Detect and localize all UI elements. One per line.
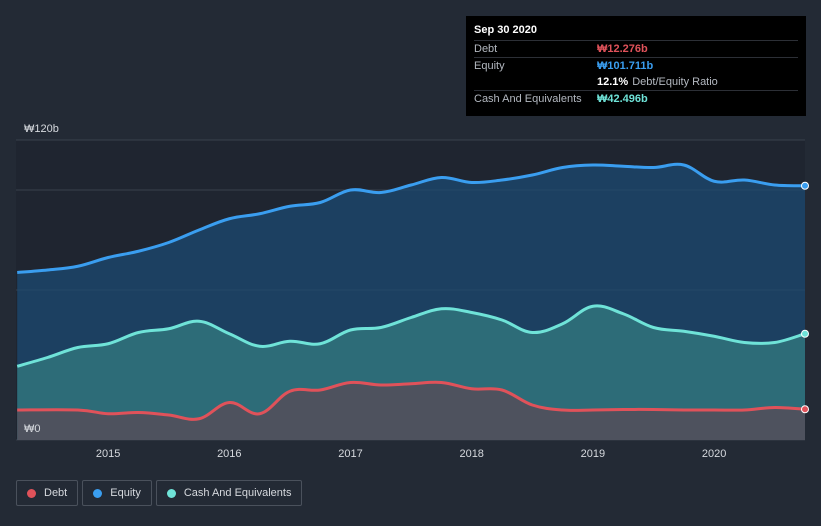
tooltip-value-equity: ₩101.711b [597, 60, 654, 72]
legend-dot-cash [166, 488, 176, 498]
x-tick-label: 2015 [96, 448, 120, 460]
tooltip-value-cash: ₩42.496b [597, 93, 648, 105]
endpoint-equity [801, 181, 809, 190]
line-cash-and-equivalents [16, 304, 806, 368]
series-areas [17, 164, 806, 440]
endpoint-debt [801, 405, 809, 414]
area-cash-and-equivalents [17, 305, 806, 440]
tooltip: Sep 30 2020 Debt ₩12.276b Equity ₩101.71… [466, 16, 806, 116]
legend: Debt Equity Cash And Equivalents [16, 480, 303, 506]
tooltip-value-debt: ₩12.276b [597, 43, 648, 55]
y-axis-labels: ₩0 ₩120b [24, 123, 59, 435]
tooltip-ratio-value: 12.1% [597, 76, 629, 88]
line-debt [17, 380, 806, 421]
tooltip-row-ratio: 12.1% Debt/Equity Ratio [474, 74, 798, 90]
x-axis-labels: 2015 2016 2017 2018 2019 2020 [96, 448, 726, 460]
x-tick-label: 2019 [581, 448, 605, 460]
legend-label-equity: Equity [110, 487, 141, 499]
line-equity [17, 162, 806, 274]
tooltip-row-debt: Debt ₩12.276b [474, 40, 798, 57]
legend-label-debt: Debt [44, 487, 68, 499]
tooltip-label-equity: Equity [474, 60, 505, 72]
y-tick-label: ₩0 [24, 423, 41, 435]
tooltip-label-debt: Debt [474, 43, 498, 55]
tooltip-date: Sep 30 2020 [474, 24, 537, 36]
legend-dot-equity [93, 488, 103, 498]
legend-item-debt[interactable]: Debt [16, 480, 79, 506]
series-endpoints [801, 181, 809, 414]
x-tick-label: 2016 [217, 448, 241, 460]
x-tick-label: 2020 [702, 448, 726, 460]
legend-item-equity[interactable]: Equity [82, 480, 152, 506]
legend-dot-debt [27, 488, 36, 498]
x-tick-label: 2017 [338, 448, 362, 460]
series-lines [16, 162, 806, 421]
endpoint-cash-and-equivalents [801, 329, 809, 338]
legend-item-cash[interactable]: Cash And Equivalents [155, 480, 303, 506]
y-tick-label: ₩120b [24, 123, 59, 135]
area-debt [17, 382, 806, 440]
legend-label-cash: Cash And Equivalents [183, 487, 292, 499]
tooltip-row-cash: Cash And Equivalents ₩42.496b [474, 90, 798, 107]
tooltip-ratio-label: Debt/Equity Ratio [632, 76, 718, 88]
tooltip-row-equity: Equity ₩101.711b [474, 57, 798, 74]
tooltip-label-cash: Cash And Equivalents [474, 93, 582, 105]
x-tick-label: 2018 [459, 448, 483, 460]
